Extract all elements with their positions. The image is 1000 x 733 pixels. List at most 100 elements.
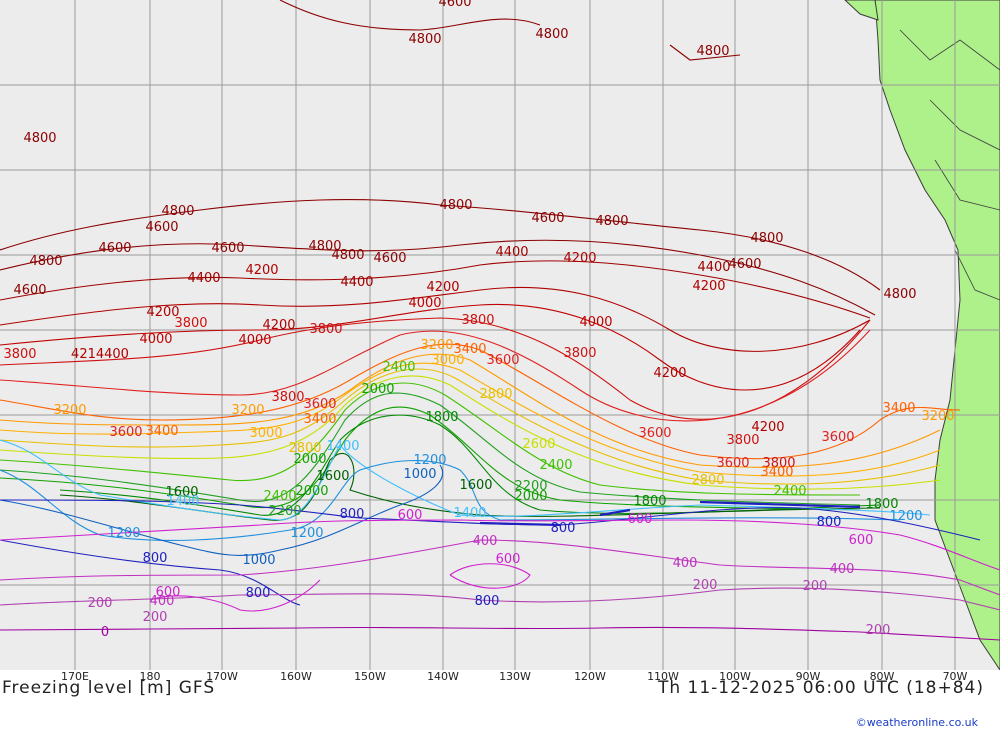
contour-lines xyxy=(0,0,1000,641)
contour-label: 400 xyxy=(473,534,498,549)
contour-label: 3600 xyxy=(638,426,671,441)
longitude-label: 160W xyxy=(280,670,312,683)
contour-label: 3000 xyxy=(431,353,464,368)
contour-label: 2600 xyxy=(522,437,555,452)
contour-3600 xyxy=(0,329,871,422)
contour-label: 4800 xyxy=(408,32,441,47)
contour-label: 4800 xyxy=(595,214,628,229)
contour-label: 3200 xyxy=(420,338,453,353)
contour-label: 4200 xyxy=(426,280,459,295)
contour-label: 4000 xyxy=(238,333,271,348)
contour-label: 4600 xyxy=(211,241,244,256)
longitude-label: 150W xyxy=(354,670,386,683)
contour-label: 3400 xyxy=(453,342,486,357)
contour-label: 2000 xyxy=(293,452,326,467)
contour-label: 2800 xyxy=(691,473,724,488)
contour-label: 1600 xyxy=(165,485,198,500)
contour-400 xyxy=(0,539,1000,596)
longitude-label: 100W xyxy=(719,670,751,683)
contour-label: 4600 xyxy=(531,211,564,226)
contour-label: 4400 xyxy=(340,275,373,290)
contour-3000 xyxy=(0,362,941,477)
contour-800 xyxy=(0,499,981,606)
contour-label: 4600 xyxy=(728,257,761,272)
contour-label: 400 xyxy=(830,562,855,577)
contour-label: 200 xyxy=(803,579,828,594)
country-borders xyxy=(899,29,1000,301)
contour-label: 4800 xyxy=(883,287,916,302)
contour-800-thick xyxy=(479,500,861,527)
contour-label: 3400 xyxy=(145,424,178,439)
longitude-label: 170E xyxy=(61,670,89,683)
contour-4400 xyxy=(0,260,871,319)
contour-200 xyxy=(0,587,1000,611)
longitude-label: 110W xyxy=(647,670,679,683)
contour-label: 3600 xyxy=(821,430,854,445)
contour-label: 4800 xyxy=(23,131,56,146)
contour-3200 xyxy=(0,353,941,468)
contour-4000 xyxy=(0,303,861,391)
longitude-label: 90W xyxy=(795,670,821,683)
contour-label: 4200 xyxy=(146,305,179,320)
contour-label: 3200 xyxy=(921,409,954,424)
contour-label: 3600 xyxy=(303,397,336,412)
contour-label: 600 xyxy=(496,552,521,567)
lat-lon-grid xyxy=(0,0,1000,670)
contour-label: 1800 xyxy=(633,494,666,509)
contour-label: 2400 xyxy=(263,489,296,504)
longitude-label: 130W xyxy=(499,670,531,683)
longitude-label: 70W xyxy=(942,670,968,683)
credit-link[interactable]: ©weatheronline.co.uk xyxy=(855,716,978,729)
contour-label: 4400 xyxy=(697,260,730,275)
contour-label: 2400 xyxy=(773,484,806,499)
contour-label: 600 xyxy=(849,533,874,548)
contour-2600 xyxy=(0,375,941,490)
contour-label: 1200 xyxy=(413,453,446,468)
contour-label: 4800 xyxy=(696,44,729,59)
contour-label: 2800 xyxy=(479,387,512,402)
contour-label: 3800 xyxy=(309,322,342,337)
contour-label: 1600 xyxy=(459,478,492,493)
contour-label: 800 xyxy=(246,586,271,601)
contour-label: 1800 xyxy=(425,410,458,425)
contour-1400 xyxy=(0,439,931,521)
contour-label: 4800 xyxy=(535,27,568,42)
contour-3400 xyxy=(0,343,961,460)
contour-label: 4600 xyxy=(98,241,131,256)
contour-label: 4600 xyxy=(373,251,406,266)
contour-label: 2000 xyxy=(514,489,547,504)
contour-1000 xyxy=(0,464,443,556)
contour-1800 xyxy=(59,414,881,516)
contour-label: 400 xyxy=(673,556,698,571)
contour-label: 3400 xyxy=(882,401,915,416)
contour-label: 1400 xyxy=(453,506,486,521)
contour-4200 xyxy=(0,286,871,352)
contour-label: 1600 xyxy=(316,469,349,484)
longitude-label: 120W xyxy=(574,670,606,683)
contour-label: 1200 xyxy=(290,526,323,541)
contour-label: 4200 xyxy=(262,318,295,333)
contour-label: 1400 xyxy=(166,494,199,509)
contour-label: 4200 xyxy=(245,263,278,278)
contour-label: 3800 xyxy=(461,313,494,328)
contour-label: 800 xyxy=(143,551,168,566)
contour-label: 1000 xyxy=(242,553,275,568)
south-america-land xyxy=(874,0,1000,670)
contour-4800 xyxy=(0,0,881,291)
contour-label: 200 xyxy=(866,623,891,638)
contour-label: 600 xyxy=(398,508,423,523)
longitude-label: 80W xyxy=(869,670,895,683)
contour-label: 2400 xyxy=(539,458,572,473)
contour-label: 3600 xyxy=(716,456,749,471)
freezing-level-map: 4600 4800 4800 4800 4800 4800 4600 4600 4600 4800… xyxy=(0,0,1000,670)
contour-label: 4800 xyxy=(308,239,341,254)
contour-label: 800 xyxy=(551,521,576,536)
contour-label: 3800 xyxy=(271,390,304,405)
contour-label: 800 xyxy=(475,594,500,609)
contour-label: 600 xyxy=(156,585,181,600)
contour-label: 4800 xyxy=(439,198,472,213)
contour-label: 200 xyxy=(88,596,113,611)
central-america-land xyxy=(844,0,879,21)
contour-label: 600 xyxy=(628,512,653,527)
contour-label: 3200 xyxy=(231,403,264,418)
